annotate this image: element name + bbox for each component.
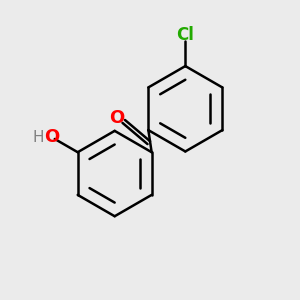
Text: O: O	[44, 128, 59, 146]
Text: O: O	[109, 109, 124, 127]
Text: H: H	[33, 130, 44, 145]
Text: Cl: Cl	[176, 26, 194, 44]
